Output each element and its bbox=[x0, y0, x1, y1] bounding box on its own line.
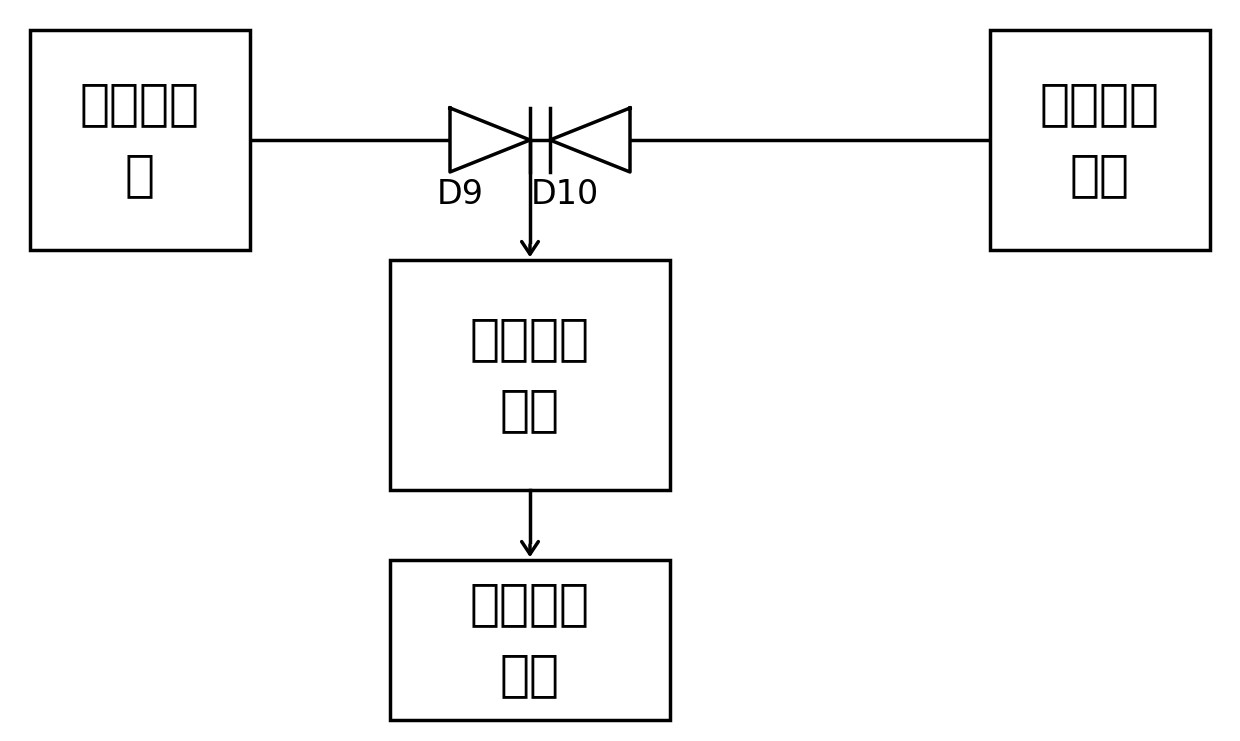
Bar bbox=[990, 30, 1210, 250]
Text: 输出转换
模块: 输出转换 模块 bbox=[470, 581, 590, 700]
Text: D10: D10 bbox=[531, 179, 599, 211]
Text: 备用供电
模块: 备用供电 模块 bbox=[1040, 81, 1159, 199]
Bar bbox=[391, 560, 670, 720]
Text: D9: D9 bbox=[436, 179, 484, 211]
Text: 功率变换
模块: 功率变换 模块 bbox=[470, 316, 590, 434]
Bar bbox=[391, 260, 670, 490]
Text: 主供电模
块: 主供电模 块 bbox=[81, 81, 200, 199]
Bar bbox=[30, 30, 250, 250]
